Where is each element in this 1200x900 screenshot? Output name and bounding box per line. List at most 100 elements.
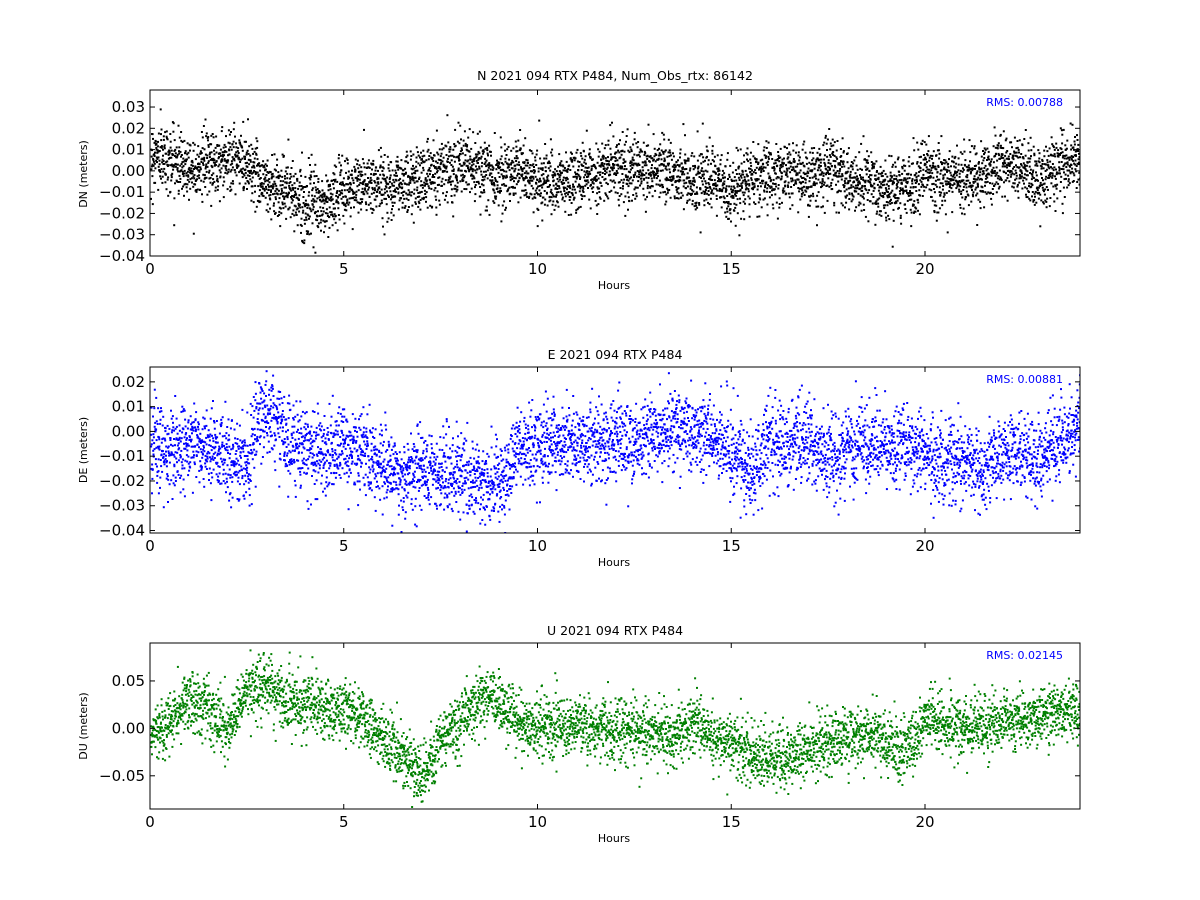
- data-point: [176, 168, 179, 171]
- data-point: [484, 161, 487, 164]
- data-point: [872, 166, 875, 169]
- data-point: [237, 152, 240, 154]
- data-point: [557, 165, 560, 168]
- data-point: [853, 181, 856, 183]
- data-point: [224, 145, 227, 148]
- data-point: [976, 192, 979, 195]
- data-point: [743, 154, 745, 157]
- data-point: [500, 146, 503, 149]
- data-point: [307, 204, 310, 207]
- data-point: [453, 160, 456, 163]
- data-point: [265, 179, 268, 182]
- data-point: [848, 198, 851, 200]
- data-point: [999, 146, 1002, 149]
- data-point: [541, 169, 544, 171]
- data-point: [762, 198, 765, 201]
- data-point: [859, 167, 862, 170]
- data-point: [303, 222, 306, 225]
- data-point: [981, 178, 983, 181]
- data-point: [470, 187, 473, 190]
- data-point: [656, 149, 659, 152]
- data-point: [638, 173, 641, 176]
- data-point: [911, 182, 914, 185]
- data-point: [340, 164, 342, 167]
- data-point: [475, 165, 477, 168]
- data-point: [410, 167, 413, 170]
- data-point: [554, 187, 557, 190]
- data-point: [741, 181, 744, 184]
- data-point: [943, 162, 946, 165]
- data-point: [571, 160, 574, 163]
- data-point: [1038, 157, 1041, 160]
- data-point: [586, 170, 589, 173]
- data-point: [195, 190, 198, 193]
- data-point: [442, 156, 445, 159]
- data-point: [705, 182, 708, 185]
- data-point: [858, 181, 861, 184]
- data-point: [466, 145, 468, 148]
- data-point: [957, 180, 960, 183]
- data-point: [847, 147, 850, 150]
- data-point: [496, 162, 499, 165]
- data-point: [330, 213, 333, 216]
- data-point: [278, 213, 281, 216]
- data-point: [951, 160, 953, 163]
- data-point: [839, 163, 842, 166]
- data-point: [895, 201, 898, 204]
- data-point: [552, 179, 555, 182]
- data-point: [959, 206, 962, 209]
- data-point: [1015, 172, 1018, 174]
- data-point: [663, 159, 666, 162]
- data-point: [1015, 177, 1018, 180]
- data-point: [776, 158, 779, 161]
- data-point: [333, 173, 336, 176]
- data-point: [398, 166, 401, 169]
- data-point: [621, 131, 624, 133]
- data-point: [508, 158, 511, 161]
- data-point: [163, 167, 166, 170]
- data-point: [823, 211, 826, 214]
- data-point: [792, 158, 795, 160]
- data-point: [768, 175, 771, 178]
- data-point: [944, 168, 947, 171]
- data-point: [646, 181, 649, 184]
- data-point: [584, 179, 586, 182]
- data-point: [614, 152, 616, 155]
- data-point: [703, 192, 706, 195]
- data-point: [932, 164, 934, 167]
- data-point: [387, 194, 389, 197]
- data-point: [709, 178, 712, 181]
- data-point: [693, 180, 696, 183]
- data-point: [302, 209, 305, 212]
- data-point: [545, 180, 548, 182]
- data-point: [181, 166, 184, 169]
- data-point: [225, 169, 228, 172]
- data-point: [230, 148, 233, 151]
- data-point: [293, 214, 296, 217]
- data-point: [416, 169, 419, 172]
- data-point: [154, 140, 157, 143]
- data-point: [603, 199, 606, 202]
- data-point: [186, 142, 189, 145]
- data-point: [899, 217, 902, 219]
- data-point: [972, 167, 975, 170]
- data-point: [857, 181, 860, 184]
- data-point: [560, 193, 563, 196]
- data-point: [536, 225, 539, 228]
- data-point: [414, 176, 417, 179]
- data-point: [582, 150, 585, 153]
- data-point: [353, 165, 356, 168]
- data-point: [760, 169, 763, 172]
- data-point: [240, 168, 243, 171]
- data-point: [798, 159, 801, 162]
- data-point: [252, 152, 255, 155]
- data-point: [661, 169, 664, 172]
- data-point: [535, 187, 538, 190]
- data-point: [279, 180, 282, 183]
- data-point: [440, 180, 443, 183]
- data-point: [938, 186, 941, 189]
- data-point: [382, 193, 385, 196]
- data-point: [448, 177, 451, 180]
- data-point: [843, 186, 846, 189]
- data-point: [268, 178, 271, 181]
